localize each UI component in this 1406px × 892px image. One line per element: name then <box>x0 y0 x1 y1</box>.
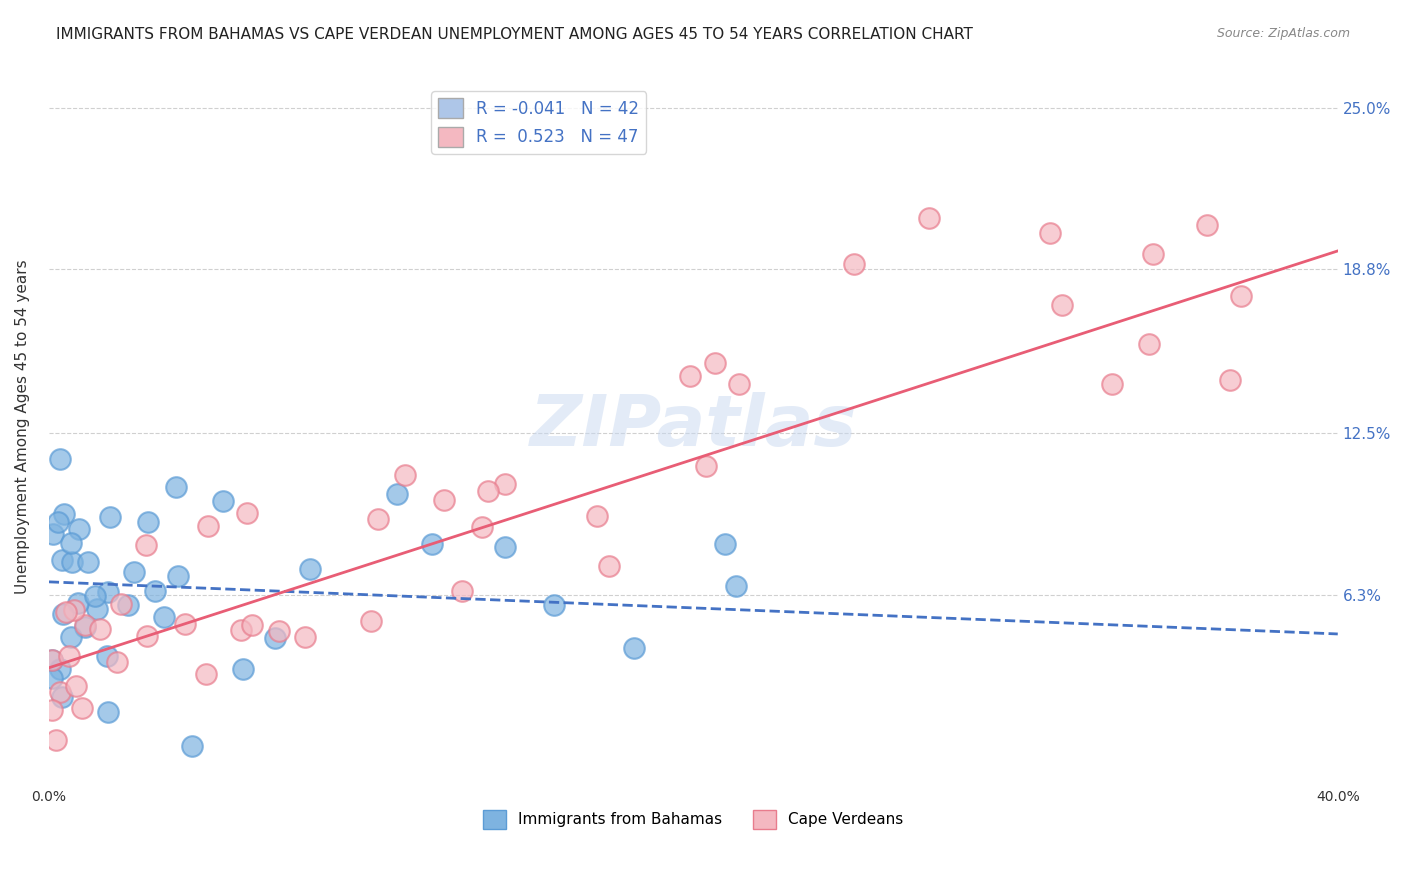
Point <box>41 653 63 667</box>
Point <box>135 538 157 552</box>
Point <box>143 583 166 598</box>
Point <box>494 541 516 555</box>
Point <box>477 484 499 499</box>
Point <box>433 492 456 507</box>
Point <box>110 597 132 611</box>
Text: IMMIGRANTS FROM BAHAMAS VS CAPE VERDEAN UNEMPLOYMENT AMONG AGES 45 TO 54 YEARS C: IMMIGRANTS FROM BAHAMAS VS CAPE VERDEAN … <box>56 27 973 42</box>
Point <box>97 584 120 599</box>
Point <box>86 602 108 616</box>
Point <box>174 617 197 632</box>
Point <box>471 520 494 534</box>
Point <box>1050 298 1073 312</box>
Point <box>107 656 129 670</box>
Point <box>543 598 565 612</box>
Point <box>48 662 70 676</box>
Point <box>60 631 83 645</box>
Point <box>240 618 263 632</box>
Text: ZIPatlas: ZIPatlas <box>530 392 856 461</box>
Point <box>1142 247 1164 261</box>
Point <box>67 596 90 610</box>
Point <box>41 671 63 685</box>
Point <box>385 487 408 501</box>
Point <box>70 700 93 714</box>
Point <box>117 598 139 612</box>
Point <box>294 630 316 644</box>
Point <box>41 653 63 667</box>
Point <box>195 667 218 681</box>
Point <box>728 377 751 392</box>
Point <box>598 559 620 574</box>
Point <box>58 649 80 664</box>
Point <box>135 629 157 643</box>
Point <box>1219 373 1241 387</box>
Text: Source: ZipAtlas.com: Source: ZipAtlas.com <box>1216 27 1350 40</box>
Point <box>41 703 63 717</box>
Point <box>623 640 645 655</box>
Point <box>51 690 73 705</box>
Point <box>918 211 941 225</box>
Point <box>75 620 97 634</box>
Point <box>77 555 100 569</box>
Point <box>165 480 187 494</box>
Point <box>167 569 190 583</box>
Point <box>713 537 735 551</box>
Point <box>48 515 70 529</box>
Point <box>263 631 285 645</box>
Point <box>1229 289 1251 303</box>
Point <box>53 507 76 521</box>
Point <box>96 649 118 664</box>
Y-axis label: Unemployment Among Ages 45 to 54 years: Unemployment Among Ages 45 to 54 years <box>15 260 30 594</box>
Point <box>494 477 516 491</box>
Point <box>695 458 717 473</box>
Point <box>48 452 70 467</box>
Point <box>236 506 259 520</box>
Point <box>232 662 254 676</box>
Point <box>97 705 120 719</box>
Point <box>98 510 121 524</box>
Point <box>60 555 83 569</box>
Point <box>679 368 702 383</box>
Point <box>422 537 444 551</box>
Point <box>84 589 107 603</box>
Point <box>1039 226 1062 240</box>
Point <box>724 579 747 593</box>
Point <box>704 356 727 370</box>
Point <box>75 618 97 632</box>
Point <box>367 512 389 526</box>
Point <box>1137 337 1160 351</box>
Point <box>844 257 866 271</box>
Point <box>451 583 474 598</box>
Point <box>51 553 73 567</box>
Point <box>49 685 72 699</box>
Point <box>67 523 90 537</box>
Point <box>122 565 145 579</box>
Point <box>229 623 252 637</box>
Point <box>1101 376 1123 391</box>
Point <box>197 519 219 533</box>
Point <box>41 527 63 541</box>
Point <box>52 607 75 621</box>
Point <box>63 603 86 617</box>
Point <box>136 516 159 530</box>
Point <box>1197 218 1219 232</box>
Point <box>267 624 290 638</box>
Point <box>212 493 235 508</box>
Point <box>180 739 202 753</box>
Legend: Immigrants from Bahamas, Cape Verdeans: Immigrants from Bahamas, Cape Verdeans <box>477 804 910 835</box>
Point <box>586 508 609 523</box>
Point <box>45 733 67 747</box>
Point <box>394 467 416 482</box>
Point <box>65 679 87 693</box>
Point <box>298 562 321 576</box>
Point <box>89 622 111 636</box>
Point <box>55 605 77 619</box>
Point <box>153 609 176 624</box>
Point <box>360 615 382 629</box>
Point <box>59 536 82 550</box>
